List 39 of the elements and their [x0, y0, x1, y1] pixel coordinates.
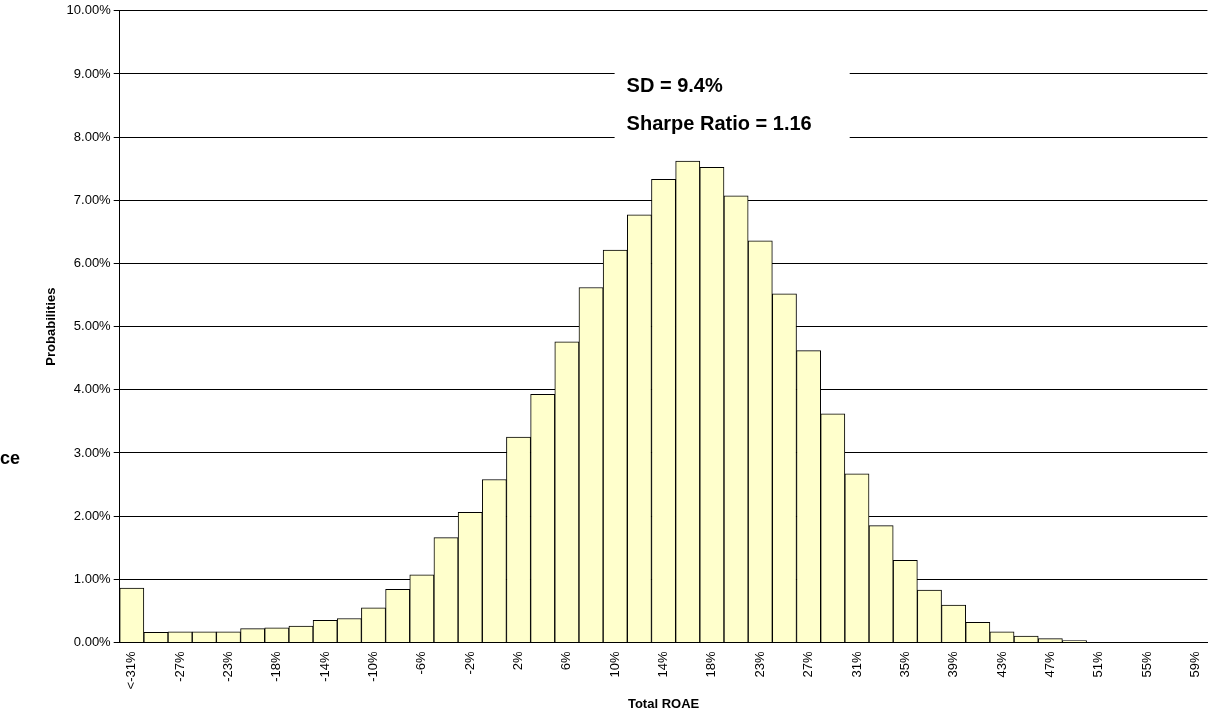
x-tick-label: -27% — [171, 651, 187, 682]
x-tick-label: 10% — [606, 651, 622, 678]
y-tick-label: 7.00% — [73, 191, 112, 207]
y-tick-label: 5.00% — [73, 318, 112, 334]
y-tick-label: 3.00% — [73, 444, 112, 460]
x-tick-label: 6% — [558, 651, 574, 671]
y-tick-label: 9.00% — [73, 65, 112, 81]
x-tick-label: 31% — [848, 651, 864, 678]
x-tick-label: 27% — [800, 651, 816, 678]
x-tick-label: 39% — [945, 651, 961, 678]
y-tick-label: 2.00% — [73, 507, 112, 523]
x-tick-label: 55% — [1138, 651, 1154, 678]
x-tick-label: 43% — [993, 651, 1009, 678]
x-tick-label: 47% — [1041, 651, 1057, 678]
x-tick-label: -14% — [316, 651, 332, 682]
y-axis-title: Probabilities — [43, 287, 59, 366]
x-tick-label: 51% — [1090, 651, 1106, 678]
x-tick-label: <-31% — [123, 651, 139, 690]
x-tick-label: -18% — [268, 651, 284, 682]
text: ce — [0, 448, 21, 469]
x-tick-label: 23% — [751, 651, 767, 678]
x-tick-label: -6% — [413, 651, 429, 675]
x-tick-label: -2% — [461, 651, 477, 675]
x-tick-label: 14% — [655, 651, 671, 678]
y-tick-label: 6.00% — [73, 255, 112, 271]
x-tick-label: 35% — [896, 651, 912, 678]
y-tick-label: 1.00% — [73, 570, 112, 586]
annotation: Sharpe Ratio = 1.16 — [626, 112, 812, 135]
x-axis-title: Total ROAE — [627, 695, 700, 711]
y-tick-label: 8.00% — [73, 128, 112, 144]
x-tick-label: -23% — [220, 651, 236, 682]
x-tick-label: -10% — [365, 651, 381, 682]
y-tick-label: 4.00% — [73, 381, 112, 397]
annotation: SD = 9.4% — [626, 74, 723, 97]
y-tick-label: 10.00% — [66, 2, 112, 18]
x-tick-label: 2% — [510, 651, 526, 671]
x-tick-label: 59% — [1186, 651, 1202, 678]
x-tick-label: 18% — [703, 651, 719, 678]
y-tick-label: 0.00% — [73, 634, 112, 650]
